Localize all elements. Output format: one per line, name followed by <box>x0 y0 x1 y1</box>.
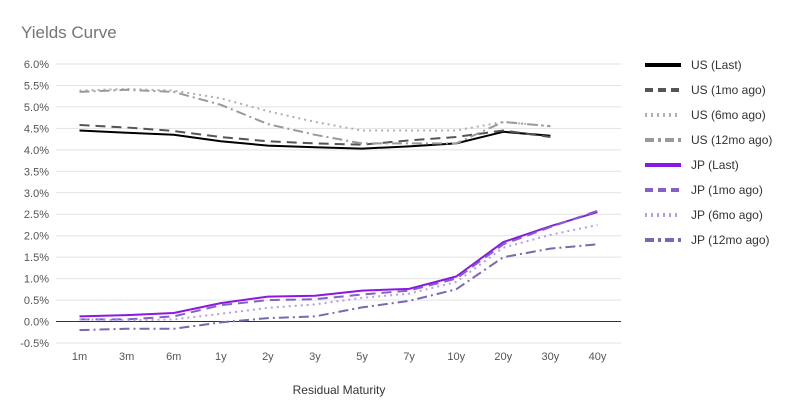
x-tick-label: 1m <box>72 351 87 363</box>
x-axis-ticks: 1m 3m 6m 1y 2y 3y 5y 7y 10y 20y 30y 40y <box>72 351 607 363</box>
x-tick-label: 1y <box>215 351 227 363</box>
x-axis-title: Residual Maturity <box>293 383 386 397</box>
x-tick-label: 7y <box>403 351 415 363</box>
series-line-0 <box>79 129 551 150</box>
chart-title: Yields Curve <box>21 23 117 42</box>
legend-label: US (Last) <box>691 58 742 72</box>
y-tick-label: 5.0% <box>24 102 49 114</box>
y-tick-label: 2.5% <box>24 209 49 221</box>
legend-label: US (12mo ago) <box>691 133 772 147</box>
x-tick-label: 3y <box>309 351 321 363</box>
y-tick-label: 3.0% <box>24 188 49 200</box>
y-tick-label: 2.0% <box>24 231 49 243</box>
series-line-4 <box>79 211 598 318</box>
legend-label: JP (Last) <box>691 158 739 172</box>
y-tick-label: 4.0% <box>24 145 49 157</box>
legend-label: JP (12mo ago) <box>691 233 770 247</box>
legend: US (Last) US (1mo ago) US (6mo ago) US (12m… <box>645 58 772 247</box>
series-lines <box>79 87 598 332</box>
y-tick-label: 6.0% <box>24 59 49 71</box>
x-tick-label: 2y <box>262 351 274 363</box>
legend-label: JP (6mo ago) <box>691 208 763 222</box>
y-tick-label: -0.5% <box>20 338 49 350</box>
y-tick-label: 0.5% <box>24 295 49 307</box>
x-tick-label: 40y <box>589 351 607 363</box>
series-line-5 <box>79 209 598 321</box>
y-tick-label: 3.5% <box>24 166 49 178</box>
legend-label: US (1mo ago) <box>691 83 766 97</box>
gridlines <box>56 63 621 344</box>
legend-label: US (6mo ago) <box>691 108 766 122</box>
x-tick-label: 5y <box>356 351 368 363</box>
y-tick-label: 0.0% <box>24 317 49 329</box>
x-tick-label: 3m <box>119 351 134 363</box>
series-line-7 <box>79 243 598 332</box>
x-tick-label: 6m <box>166 351 181 363</box>
x-tick-label: 20y <box>494 351 512 363</box>
x-tick-label: 10y <box>447 351 465 363</box>
series-line-3 <box>79 88 551 145</box>
series-line-2 <box>79 87 551 132</box>
y-axis-ticks: -0.5% 0.0% 0.5% 1.0% 1.5% 2.0% 2.5% 3.0% 3.5% 4.0… <box>20 59 49 350</box>
y-tick-label: 4.5% <box>24 123 49 135</box>
y-tick-label: 1.5% <box>24 252 49 264</box>
y-tick-label: 5.5% <box>24 80 49 92</box>
x-tick-label: 30y <box>542 351 560 363</box>
series-line-1 <box>79 124 551 146</box>
legend-label: JP (1mo ago) <box>691 183 763 197</box>
y-tick-label: 1.0% <box>24 274 49 286</box>
